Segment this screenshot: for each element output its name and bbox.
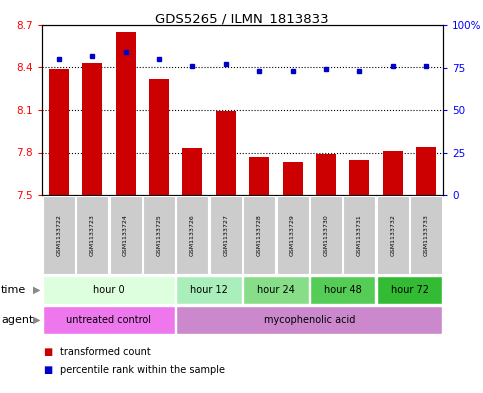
Text: time: time	[1, 285, 26, 295]
Bar	[249, 157, 269, 195]
Bar	[316, 154, 336, 195]
Text: ■: ■	[43, 365, 53, 375]
Text: GSM1133724: GSM1133724	[123, 214, 128, 256]
Bar	[216, 112, 236, 195]
Text: GSM1133722: GSM1133722	[56, 214, 61, 256]
Text: GDS5265 / ILMN_1813833: GDS5265 / ILMN_1813833	[155, 12, 328, 25]
Bar	[310, 276, 375, 304]
Text: GSM1133729: GSM1133729	[290, 214, 295, 256]
Text: GSM1133733: GSM1133733	[424, 214, 429, 256]
Text: GSM1133730: GSM1133730	[324, 214, 328, 256]
Bar	[176, 306, 442, 334]
Bar	[176, 276, 242, 304]
Bar	[416, 147, 436, 195]
Text: GSM1133723: GSM1133723	[90, 214, 95, 256]
Bar	[210, 196, 242, 274]
Bar	[43, 196, 75, 274]
Text: GSM1133726: GSM1133726	[190, 214, 195, 256]
Bar	[110, 196, 142, 274]
Bar	[410, 196, 442, 274]
Text: GSM1133732: GSM1133732	[390, 214, 396, 256]
Text: hour 72: hour 72	[391, 285, 428, 295]
Bar	[243, 196, 275, 274]
Text: ▶: ▶	[33, 285, 41, 295]
Text: hour 12: hour 12	[190, 285, 228, 295]
Bar	[377, 196, 409, 274]
Bar	[76, 196, 108, 274]
Bar	[349, 160, 369, 195]
Text: mycophenolic acid: mycophenolic acid	[264, 315, 355, 325]
Bar	[283, 162, 303, 195]
Text: agent: agent	[1, 315, 33, 325]
Text: untreated control: untreated control	[66, 315, 151, 325]
Text: ■: ■	[43, 347, 53, 357]
Text: hour 48: hour 48	[324, 285, 362, 295]
Text: hour 24: hour 24	[257, 285, 295, 295]
Bar	[310, 196, 342, 274]
Bar	[82, 63, 102, 195]
Bar	[377, 276, 442, 304]
Bar	[115, 32, 136, 195]
Bar	[183, 148, 202, 195]
Bar	[243, 276, 309, 304]
Text: ▶: ▶	[33, 315, 41, 325]
Text: GSM1133728: GSM1133728	[256, 214, 262, 256]
Text: transformed count: transformed count	[60, 347, 151, 357]
Bar	[176, 196, 209, 274]
Bar	[43, 276, 175, 304]
Bar	[343, 196, 375, 274]
Bar	[149, 79, 169, 195]
Text: GSM1133725: GSM1133725	[156, 214, 161, 256]
Bar	[383, 151, 403, 195]
Text: percentile rank within the sample: percentile rank within the sample	[60, 365, 226, 375]
Text: GSM1133727: GSM1133727	[223, 214, 228, 256]
Bar	[277, 196, 309, 274]
Bar	[49, 69, 69, 195]
Bar	[43, 306, 175, 334]
Bar	[143, 196, 175, 274]
Text: GSM1133731: GSM1133731	[357, 214, 362, 256]
Text: hour 0: hour 0	[93, 285, 125, 295]
